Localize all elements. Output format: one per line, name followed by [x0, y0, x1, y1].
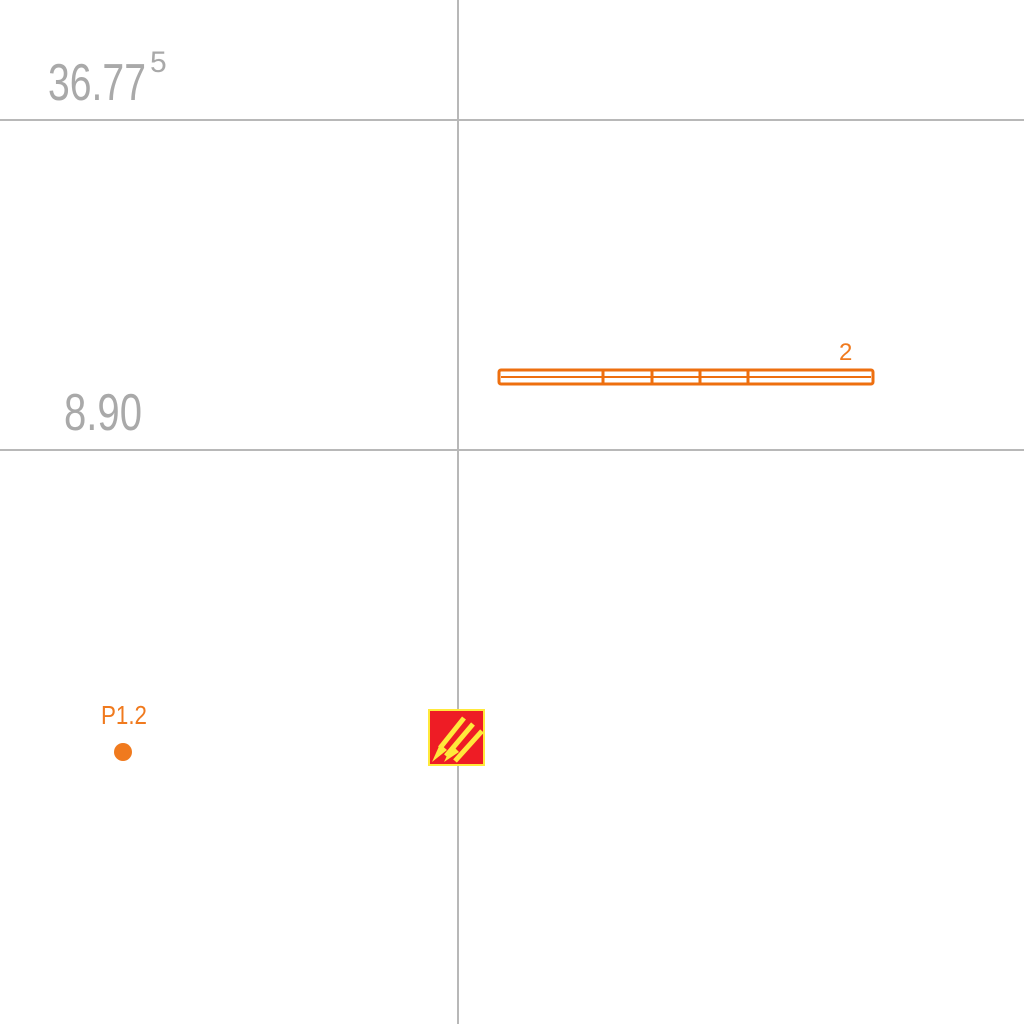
grid-value-middle: 8.90: [64, 384, 142, 442]
orange-dot-icon[interactable]: [114, 743, 132, 761]
grid-value-top-superscript: 5: [150, 46, 167, 79]
hatched-arrow-marker-icon[interactable]: [428, 709, 485, 766]
route-segment[interactable]: [497, 368, 875, 386]
grid-value-top-main: 36.77: [48, 54, 146, 112]
grid-value-top: 36.77: [48, 54, 146, 112]
route-number-label: 2: [839, 339, 852, 366]
point-label: P1.2: [101, 700, 147, 730]
